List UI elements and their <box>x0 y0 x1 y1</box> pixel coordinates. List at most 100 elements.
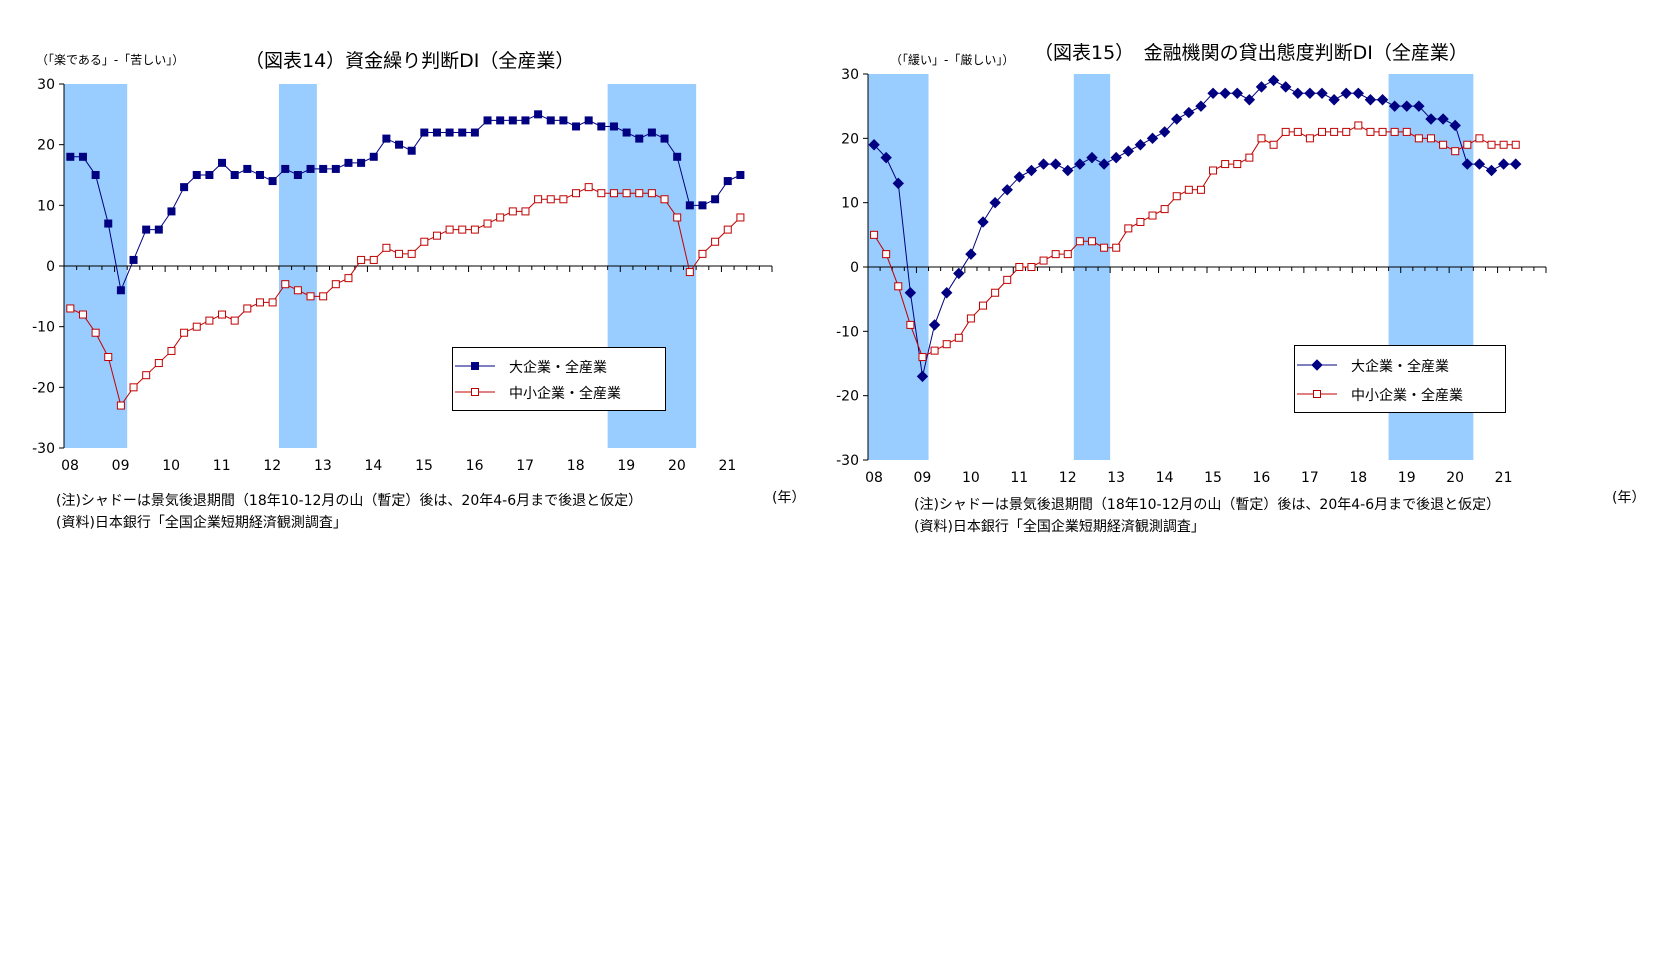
data-point <box>344 274 353 283</box>
data-point <box>1136 217 1145 226</box>
chart-title: （図表14）資金繰り判断DI（全産業） <box>245 50 575 72</box>
data-point <box>1245 153 1254 162</box>
x-tick-label: 19 <box>617 458 635 474</box>
data-point <box>268 298 277 307</box>
data-point <box>572 189 581 198</box>
data-point <box>142 225 151 234</box>
data-point <box>1376 94 1389 106</box>
data-point <box>192 171 201 179</box>
data-point <box>407 146 416 155</box>
data-point <box>1196 185 1205 194</box>
x-tick-label: 16 <box>466 458 484 474</box>
data-point <box>319 164 328 173</box>
data-point <box>1110 151 1122 164</box>
x-tick-label: 15 <box>415 458 433 474</box>
data-point <box>1172 192 1181 201</box>
data-point <box>104 353 113 361</box>
y-tick-label: -30 <box>32 441 55 457</box>
data-point <box>1304 87 1316 100</box>
data-point <box>1475 134 1484 143</box>
data-point <box>91 171 100 179</box>
data-point <box>116 401 125 410</box>
y-tick-label: 10 <box>37 198 55 214</box>
data-point <box>395 249 404 258</box>
data-point <box>154 359 163 368</box>
data-point <box>1279 81 1292 93</box>
data-point <box>293 171 302 179</box>
data-point <box>1003 275 1012 284</box>
data-point <box>1366 127 1375 136</box>
data-point <box>546 116 555 125</box>
data-point <box>243 164 252 173</box>
data-point <box>868 139 880 151</box>
data-point <box>1039 256 1048 265</box>
chart-panel-15: -30 -20 -10 0 10 20 30 08 09 10 11 12 13 14 15 16 17 18 19… <box>834 0 1668 572</box>
data-point <box>1184 185 1193 194</box>
data-point <box>1426 134 1435 143</box>
data-point <box>1158 126 1171 138</box>
data-point <box>1267 74 1280 87</box>
x-tick-label: 09 <box>914 470 932 486</box>
data-point <box>1171 113 1183 125</box>
data-point <box>1485 164 1498 177</box>
data-point <box>894 282 903 291</box>
data-point <box>597 122 606 131</box>
data-point <box>255 298 264 307</box>
data-point <box>1318 127 1327 136</box>
data-point <box>1511 140 1520 149</box>
data-point <box>711 195 720 204</box>
data-point <box>979 301 988 310</box>
data-point <box>584 116 593 125</box>
y-tick-label: -30 <box>836 453 859 469</box>
data-point <box>1510 158 1522 170</box>
x-tick-label: 18 <box>567 458 585 474</box>
data-point <box>508 116 517 125</box>
data-point <box>1437 113 1449 125</box>
data-point <box>723 177 732 186</box>
x-tick-label: 12 <box>263 458 281 474</box>
data-point <box>1134 139 1147 151</box>
data-point <box>647 128 656 137</box>
data-point <box>1390 127 1399 136</box>
series-small <box>66 183 745 410</box>
data-point <box>1207 87 1219 100</box>
data-point <box>205 316 214 325</box>
series-small <box>870 121 1520 362</box>
data-point <box>1449 119 1461 132</box>
data-point <box>673 152 682 161</box>
x-tick-label: 08 <box>61 458 79 474</box>
data-point <box>572 122 581 131</box>
legend-swatch-large <box>1297 359 1337 371</box>
data-point <box>331 164 340 173</box>
data-point <box>698 249 707 258</box>
data-point <box>1049 158 1062 170</box>
data-point <box>622 128 631 137</box>
y-tick-label: 0 <box>46 259 55 275</box>
data-point <box>1499 140 1508 149</box>
data-point <box>930 346 939 355</box>
legend-label-large: 大企業・全産業 <box>509 360 607 376</box>
data-point <box>1098 158 1110 170</box>
data-point <box>432 231 441 240</box>
y-tick-label: 20 <box>841 131 859 147</box>
data-point <box>1354 121 1363 130</box>
chart-panel-14: -30 -20 -10 0 10 20 30 08 09 10 11 12 13 14 15 16 17 18 19… <box>0 0 834 572</box>
x-tick-label: 08 <box>865 470 883 486</box>
data-point <box>218 158 227 167</box>
data-point <box>230 316 239 325</box>
data-point <box>1330 127 1339 136</box>
data-point <box>904 287 917 299</box>
data-point <box>167 346 176 355</box>
data-point <box>609 189 618 198</box>
data-point <box>1122 145 1135 157</box>
legend-marker <box>471 388 479 396</box>
legend-item-large: 大企業・全産業 <box>1295 355 1505 375</box>
legend-marker <box>471 362 479 370</box>
data-point <box>382 134 391 143</box>
data-point <box>331 280 340 289</box>
data-point <box>458 225 467 234</box>
data-point <box>685 201 694 210</box>
data-point <box>1281 127 1290 136</box>
data-point <box>1025 164 1038 177</box>
data-point <box>167 207 176 216</box>
